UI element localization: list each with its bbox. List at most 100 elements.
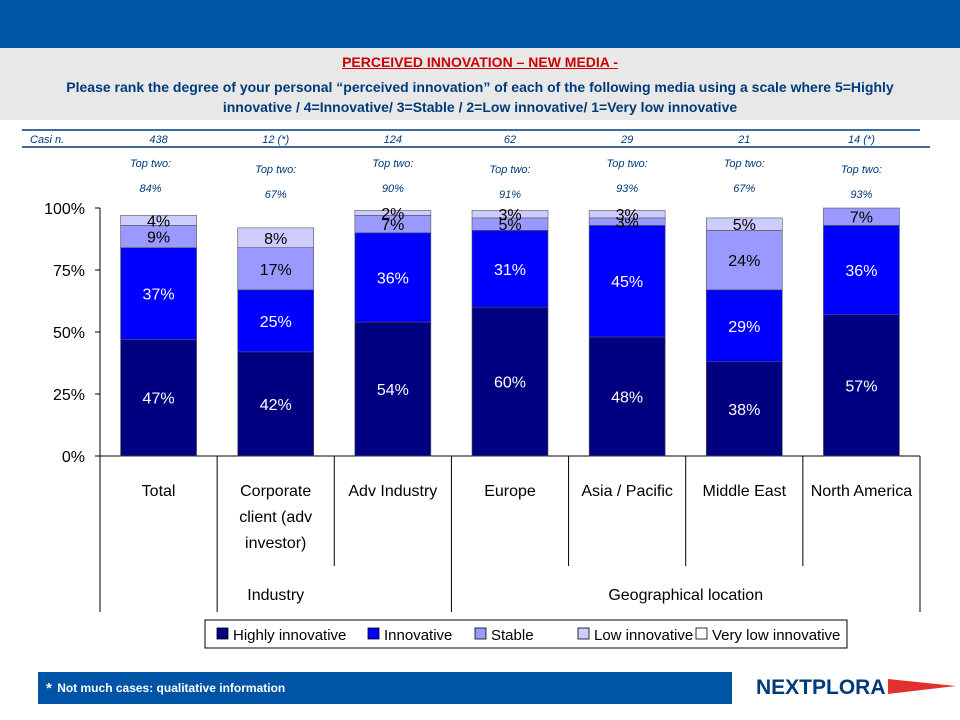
case-count: 12 (*) bbox=[262, 134, 289, 146]
bar-segment bbox=[588, 225, 666, 338]
nextplora-logo: NEXTPLORA bbox=[756, 676, 956, 699]
bar-segment bbox=[471, 230, 549, 308]
logo-text: NEXTPLORA bbox=[756, 676, 886, 699]
bar-segment bbox=[705, 289, 783, 363]
case-count: 29 bbox=[620, 134, 633, 146]
bar-segment bbox=[471, 210, 549, 219]
title-band bbox=[0, 48, 960, 120]
logo-flag-icon bbox=[888, 679, 956, 694]
data-label: 3% bbox=[616, 215, 639, 232]
data-label: 7% bbox=[850, 210, 873, 227]
bar-segment bbox=[120, 247, 197, 340]
legend-label: Very low innovative bbox=[712, 627, 840, 644]
bar-segment bbox=[354, 321, 432, 457]
footnote: * Not much cases: qualitative informatio… bbox=[46, 680, 285, 697]
legend-label: Highly innovative bbox=[233, 627, 346, 644]
category-label: Total bbox=[142, 483, 176, 500]
data-label: 7% bbox=[381, 217, 404, 234]
category-label: Adv Industry bbox=[348, 483, 437, 500]
top-two-label: Top two: bbox=[489, 164, 530, 176]
footer-bar bbox=[38, 672, 732, 704]
legend-label: Stable bbox=[491, 627, 534, 644]
legend-swatch bbox=[577, 627, 590, 640]
data-label: 42% bbox=[260, 397, 292, 414]
top-two-label: Top two: bbox=[724, 158, 765, 170]
data-label: 2% bbox=[381, 206, 404, 223]
bar-segment bbox=[237, 247, 315, 291]
legend-box bbox=[204, 619, 848, 649]
bar-segment bbox=[120, 339, 197, 457]
y-tick-label: 25% bbox=[53, 387, 85, 404]
data-label: 36% bbox=[845, 263, 877, 280]
category-label: Corporate bbox=[240, 483, 311, 500]
chart-subtitle: Please rank the degree of your personal … bbox=[0, 77, 960, 117]
data-label: 37% bbox=[143, 287, 175, 304]
top-two-label: Top two: bbox=[255, 164, 296, 176]
top-two-value: 84% bbox=[140, 183, 162, 195]
data-label: 3% bbox=[616, 207, 639, 224]
category-label: investor) bbox=[245, 535, 306, 552]
y-tick-label: 0% bbox=[62, 449, 85, 466]
data-label: 48% bbox=[611, 389, 643, 406]
data-label: 31% bbox=[494, 262, 526, 279]
bar-segment bbox=[120, 215, 197, 226]
case-count: 21 bbox=[737, 134, 750, 146]
category-label: Europe bbox=[484, 483, 536, 500]
data-label: 5% bbox=[733, 217, 756, 234]
data-label: 17% bbox=[260, 262, 292, 279]
data-label: 29% bbox=[728, 319, 760, 336]
bar-segment bbox=[823, 207, 900, 226]
legend-label: Innovative bbox=[384, 627, 452, 644]
data-label: 5% bbox=[498, 217, 521, 234]
data-label: 45% bbox=[611, 274, 643, 291]
top-two-value: 93% bbox=[850, 189, 872, 201]
data-label: 4% bbox=[147, 213, 170, 230]
data-label: 54% bbox=[377, 382, 409, 399]
bar-segment bbox=[237, 289, 315, 353]
legend-swatch bbox=[474, 627, 487, 640]
bar-segment bbox=[237, 227, 315, 248]
stacked-bar-chart: Casi n. 438 12 (*) 124 62 29 21 14 (*) Top two: 8… bbox=[22, 129, 930, 649]
bar-segment bbox=[705, 361, 783, 457]
case-count: 62 bbox=[504, 134, 516, 146]
footnote-text: Not much cases: qualitative information bbox=[57, 681, 286, 695]
case-count: 14 (*) bbox=[848, 134, 875, 146]
y-tick-label: 50% bbox=[53, 325, 85, 342]
y-tick-label: 75% bbox=[53, 263, 85, 280]
legend-swatch bbox=[367, 627, 380, 640]
legend-label: Low innovative bbox=[594, 627, 693, 644]
legend-swatch bbox=[216, 627, 229, 640]
data-label: 60% bbox=[494, 375, 526, 392]
top-two-value: 93% bbox=[616, 183, 638, 195]
bar-segment bbox=[823, 314, 900, 457]
data-label: 8% bbox=[264, 231, 287, 248]
group-label: Industry bbox=[247, 587, 304, 604]
case-count: 438 bbox=[149, 134, 168, 146]
top-two-value: 90% bbox=[382, 183, 404, 195]
data-label: 36% bbox=[377, 270, 409, 287]
data-label: 25% bbox=[260, 314, 292, 331]
top-two-value: 67% bbox=[265, 189, 287, 201]
case-count: 124 bbox=[384, 134, 402, 146]
top-two-label: Top two: bbox=[607, 158, 648, 170]
y-tick-label: 100% bbox=[44, 201, 85, 218]
data-label: 24% bbox=[728, 253, 760, 270]
data-label: 9% bbox=[147, 230, 170, 247]
top-two-label: Top two: bbox=[130, 158, 171, 170]
bar-segment bbox=[705, 230, 783, 291]
category-label: Asia / Pacific bbox=[581, 483, 673, 500]
category-label: client (adv bbox=[239, 509, 312, 526]
bar-segment bbox=[588, 336, 666, 457]
bar-segment bbox=[354, 210, 432, 216]
bar-segment bbox=[237, 351, 315, 457]
bar-segment bbox=[354, 232, 432, 323]
footnote-star: * bbox=[46, 680, 52, 697]
bar-segment bbox=[823, 225, 900, 315]
subtitle-line-1: Please rank the degree of your personal … bbox=[66, 79, 894, 95]
data-label: 3% bbox=[498, 207, 521, 224]
category-label: Middle East bbox=[702, 483, 786, 500]
chart-title: PERCEIVED INNOVATION – NEW MEDIA - bbox=[342, 54, 618, 70]
top-two-value: 91% bbox=[499, 189, 521, 201]
data-label: 57% bbox=[845, 378, 877, 395]
bar-segment bbox=[705, 217, 783, 231]
